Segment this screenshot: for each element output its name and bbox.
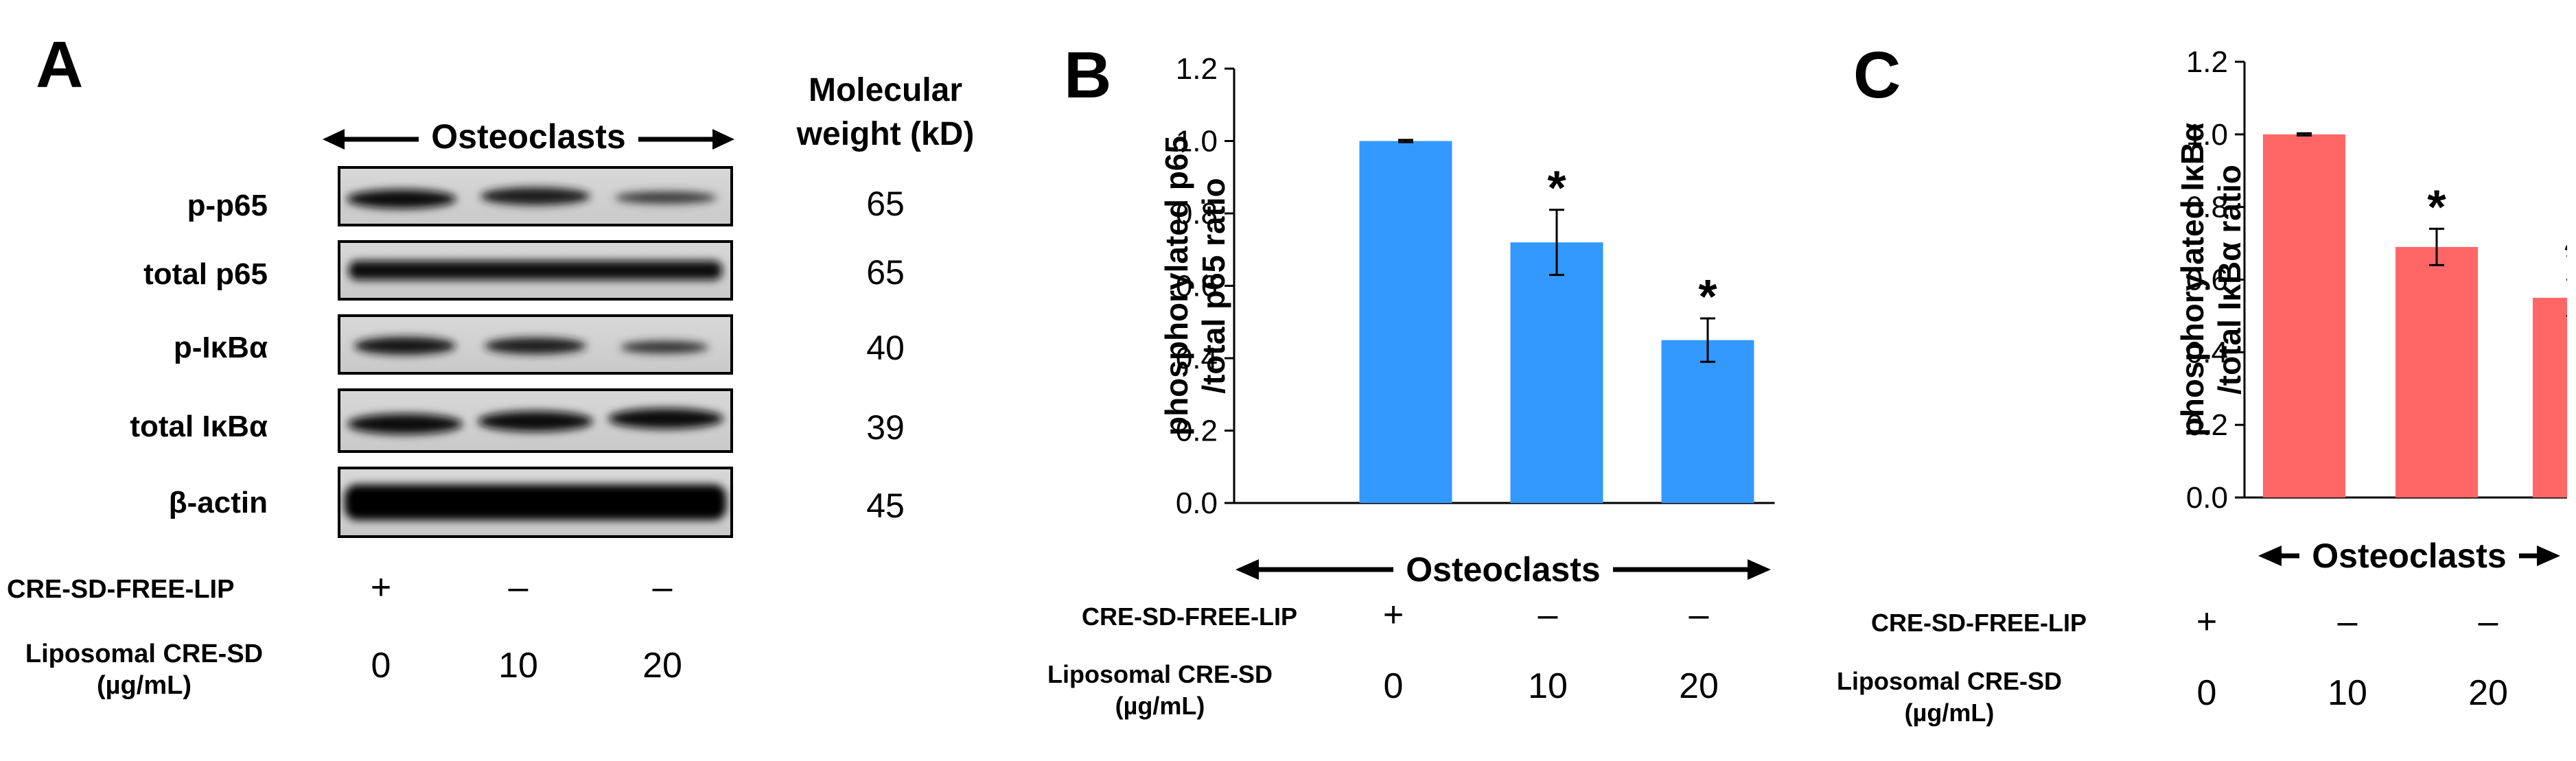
panel-a-letter: A (36, 28, 84, 102)
panel-b-free-lip-value: – (1689, 595, 1709, 635)
bar (2395, 246, 2478, 497)
x-axis-label: Osteoclasts (1406, 550, 1600, 589)
bar (1359, 141, 1452, 503)
panel-b-letter: B (1064, 38, 1112, 112)
y-tick-label: 1.0 (2186, 118, 2228, 152)
panel-c-free-lip-value: – (2337, 602, 2358, 642)
panel-c-liposomal-label: Liposomal CRE-SD (µg/mL) (1812, 666, 2087, 729)
panel-a-liposomal-label: Liposomal CRE-SD (µg/mL) (7, 638, 281, 701)
panel-b-free-lip-label: CRE-SD-FREE-LIP (1082, 602, 1297, 631)
panel-b-liposomal-value: 20 (1679, 666, 1719, 706)
panel-a-free-lip-value: – (508, 567, 529, 607)
mw-value: 65 (866, 253, 905, 292)
x-axis-label: Osteoclasts (2312, 537, 2506, 575)
panel-a-liposomal-value: 0 (371, 646, 391, 686)
significance-marker: * (2564, 231, 2567, 285)
blot-strip-total-ikba (338, 388, 733, 453)
blot-strip-p-ikba (338, 314, 733, 375)
y-tick-label: 0.0 (1176, 487, 1218, 520)
panel-a-liposomal-label-line2: (µg/mL) (97, 671, 192, 700)
mw-value: 40 (866, 329, 905, 367)
panel-c-liposomal-label-line1: Liposomal CRE-SD (1836, 667, 2063, 695)
mw-title-line2: weight (kD) (796, 116, 975, 152)
mw-value: 65 (866, 185, 905, 223)
panel-b-liposomal-label: Liposomal CRE-SD (µg/mL) (1023, 659, 1297, 722)
bar (2533, 297, 2567, 497)
panel-a-osteoclasts-label: Osteoclasts (431, 117, 626, 156)
panel-b-free-lip-value: – (1538, 595, 1558, 635)
y-tick-label: 0.8 (1176, 197, 1218, 231)
panel-c-liposomal-value: 0 (2196, 673, 2217, 713)
blot-row-label: total IκBα (130, 410, 268, 443)
y-axis-label-line1: phosphorylated p65 (1159, 136, 1194, 436)
panel-c-free-lip-label: CRE-SD-FREE-LIP (1871, 609, 2087, 637)
y-tick-label: 0.2 (1176, 414, 1218, 448)
y-tick-label: 0.4 (1176, 342, 1218, 375)
y-tick-label: 0.8 (2186, 191, 2228, 224)
x-arrow-right-head (1748, 559, 1771, 580)
y-tick-label: 1.0 (1176, 125, 1218, 159)
y-axis-label-line2: /total IκBα ratio (2212, 165, 2247, 395)
y-tick-label: 0.6 (2186, 264, 2228, 297)
blot-strip-p-p65 (338, 166, 733, 226)
panel-a-osteoclasts-arrow (323, 129, 734, 150)
blot-strip-beta-actin (338, 467, 733, 538)
panel-b-liposomal-label-line2: (µg/mL) (1115, 692, 1205, 720)
y-axis-label-line1: phosphorylated IκBα (2174, 123, 2210, 437)
x-arrow-left-head (1235, 559, 1259, 580)
western-blot-image (338, 166, 733, 538)
chart-panel-c: 0.0 0.2 0.4 0.6 0.8 1.0 1.2 * * phosphorylated Iκ… (2174, 45, 2567, 575)
chart-panel-b: 0.0 0.2 0.4 0.6 0.8 1.0 1.2 * * phosphorylated p6… (1159, 52, 1775, 589)
panel-b-liposomal-label-line1: Liposomal CRE-SD (1047, 660, 1273, 688)
blot-row-label: p-p65 (187, 189, 268, 222)
bar (1510, 242, 1603, 503)
y-axis-label-line2: /total p65 ratio (1196, 178, 1231, 393)
panel-c-free-lip-value: + (2196, 602, 2218, 642)
panel-a-liposomal-value: 20 (642, 646, 682, 686)
panel-a-liposomal-value: 10 (498, 646, 538, 686)
panel-a-liposomal-label-line1: Liposomal CRE-SD (25, 640, 264, 668)
panel-b-free-lip-value: + (1382, 595, 1404, 635)
blot-row-label: p-IκBα (173, 331, 268, 364)
mw-value: 45 (866, 487, 905, 525)
blot-row-label: total p65 (143, 257, 268, 291)
mw-value: 39 (866, 408, 905, 447)
panel-a-free-lip-label: CRE-SD-FREE-LIP (7, 575, 235, 604)
mw-title: Molecular weight (kD) (769, 69, 1002, 156)
panel-a-free-lip-value: + (370, 567, 392, 607)
y-tick-label: 0.0 (2186, 481, 2228, 515)
panel-c-liposomal-value: 20 (2468, 673, 2508, 713)
panel-c-letter: C (1853, 38, 1901, 112)
y-tick-label: 1.2 (1176, 52, 1218, 86)
panel-b-liposomal-value: 10 (1528, 666, 1568, 706)
bar (2263, 134, 2345, 498)
y-tick-label: 0.2 (2186, 408, 2228, 442)
blot-row-label: β-actin (168, 486, 268, 519)
mw-title-line1: Molecular (808, 72, 963, 108)
panel-c-free-lip-value: – (2478, 602, 2498, 642)
panel-b-liposomal-value: 0 (1383, 666, 1404, 706)
y-tick-label: 0.6 (1176, 270, 1218, 303)
panel-c-liposomal-value: 10 (2328, 673, 2367, 713)
x-arrow-right-head (2537, 546, 2560, 566)
panel-a-free-lip-value: – (652, 567, 673, 607)
y-tick-label: 0.4 (2186, 336, 2228, 369)
panel-c-liposomal-label-line2: (µg/mL) (1904, 699, 1995, 727)
significance-marker: * (2427, 180, 2446, 233)
significance-marker: * (1698, 270, 1717, 323)
x-arrow-left-head (2258, 546, 2282, 566)
bar (1661, 340, 1754, 503)
significance-marker: * (1547, 161, 1566, 215)
y-tick-label: 1.2 (2186, 45, 2228, 79)
blot-strip-total-p65 (338, 240, 733, 301)
